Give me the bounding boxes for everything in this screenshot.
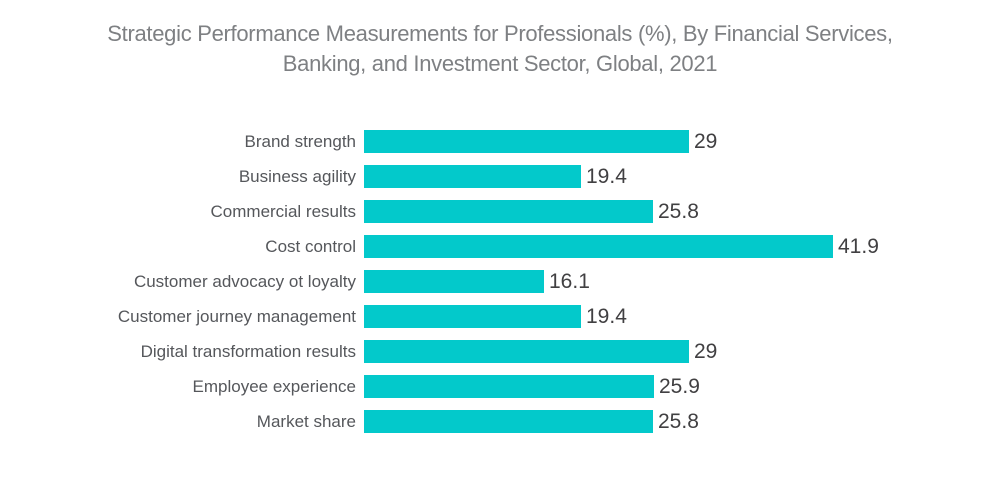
chart-title-line-1: Strategic Performance Measurements for P… [107,21,893,46]
bar-track: 16.1 [364,264,1000,299]
bar-track: 19.4 [364,159,1000,194]
value-label: 25.9 [659,374,700,398]
bar-track: 19.4 [364,299,1000,334]
chart-title-line-2: Banking, and Investment Sector, Global, … [282,51,718,76]
category-label: Digital transformation results [140,341,356,361]
value-label: 41.9 [838,234,879,258]
bar-row: Market share 25.8 [0,404,1000,439]
value-label: 16.1 [549,269,590,293]
value-label: 29 [694,339,718,363]
bar-track: 41.9 [364,229,1000,264]
bar [364,130,689,153]
bar [364,410,653,433]
chart-title: Strategic Performance Measurements for P… [0,0,1000,79]
bar-track: 25.8 [364,404,1000,439]
value-label: 19.4 [586,164,627,188]
bar [364,165,581,188]
value-label: 25.8 [658,409,699,433]
bar [364,305,581,328]
bar-row: Employee experience 25.9 [0,369,1000,404]
bar [364,375,654,398]
category-label: Market share [256,411,356,431]
category-label: Customer journey management [117,306,356,326]
category-label: Customer advocacy ot loyalty [133,271,356,291]
bar-track: 25.9 [364,369,1000,404]
value-label: 25.8 [658,199,699,223]
category-label: Commercial results [210,201,356,221]
bar [364,200,653,223]
bar [364,340,689,363]
bar-row: Digital transformation results 29 [0,334,1000,369]
bar [364,235,833,258]
bar-row: Customer advocacy ot loyalty 16.1 [0,264,1000,299]
bar-track: 29 [364,124,1000,159]
bar-row: Customer journey management 19.4 [0,299,1000,334]
bar-row: Brand strength 29 [0,124,1000,159]
category-label: Business agility [238,166,356,186]
bar [364,270,544,293]
category-label: Employee experience [192,376,356,396]
value-label: 29 [694,129,718,153]
category-label: Cost control [265,236,356,256]
value-label: 19.4 [586,304,627,328]
bar-chart: Brand strength 29 Business agility 19.4 Comm… [0,124,1000,439]
category-label: Brand strength [244,131,356,151]
bar-row: Business agility 19.4 [0,159,1000,194]
bar-row: Cost control 41.9 [0,229,1000,264]
bar-track: 29 [364,334,1000,369]
bar-row: Commercial results 25.8 [0,194,1000,229]
bar-track: 25.8 [364,194,1000,229]
